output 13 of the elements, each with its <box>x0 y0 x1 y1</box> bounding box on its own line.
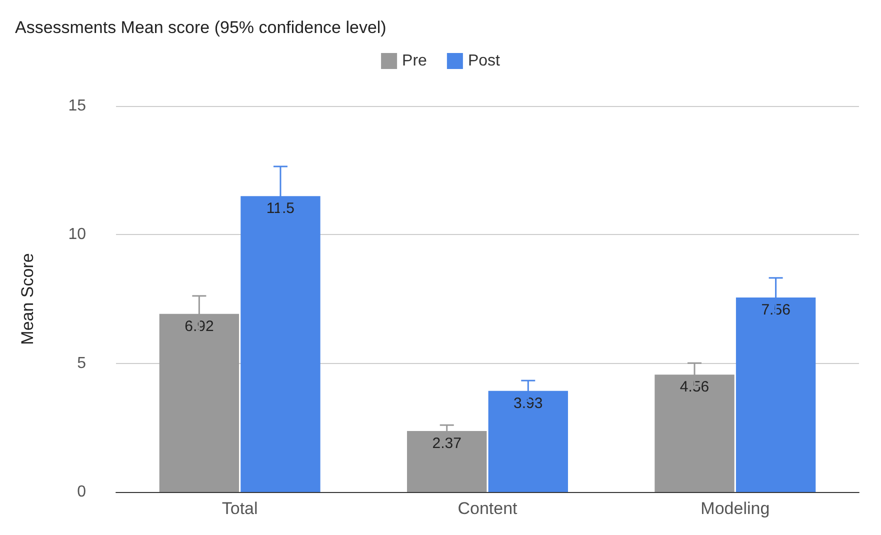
data-label: 2.37 <box>432 435 462 452</box>
x-tick-label: Modeling <box>700 499 770 518</box>
y-tick-label: 10 <box>68 226 86 244</box>
y-tick-label: 0 <box>77 484 86 500</box>
legend-label: Pre <box>402 52 428 70</box>
y-axis-title: Mean Score <box>18 253 37 345</box>
chart-title: Assessments Mean score (95% confidence level) <box>15 18 386 37</box>
x-tick-label: Total <box>222 499 258 518</box>
y-tick-label: 15 <box>68 98 86 114</box>
y-tick-label: 5 <box>77 354 86 372</box>
x-tick-label: Content <box>458 499 518 518</box>
legend-label: Post <box>468 52 501 70</box>
data-label: 11.5 <box>266 200 295 218</box>
